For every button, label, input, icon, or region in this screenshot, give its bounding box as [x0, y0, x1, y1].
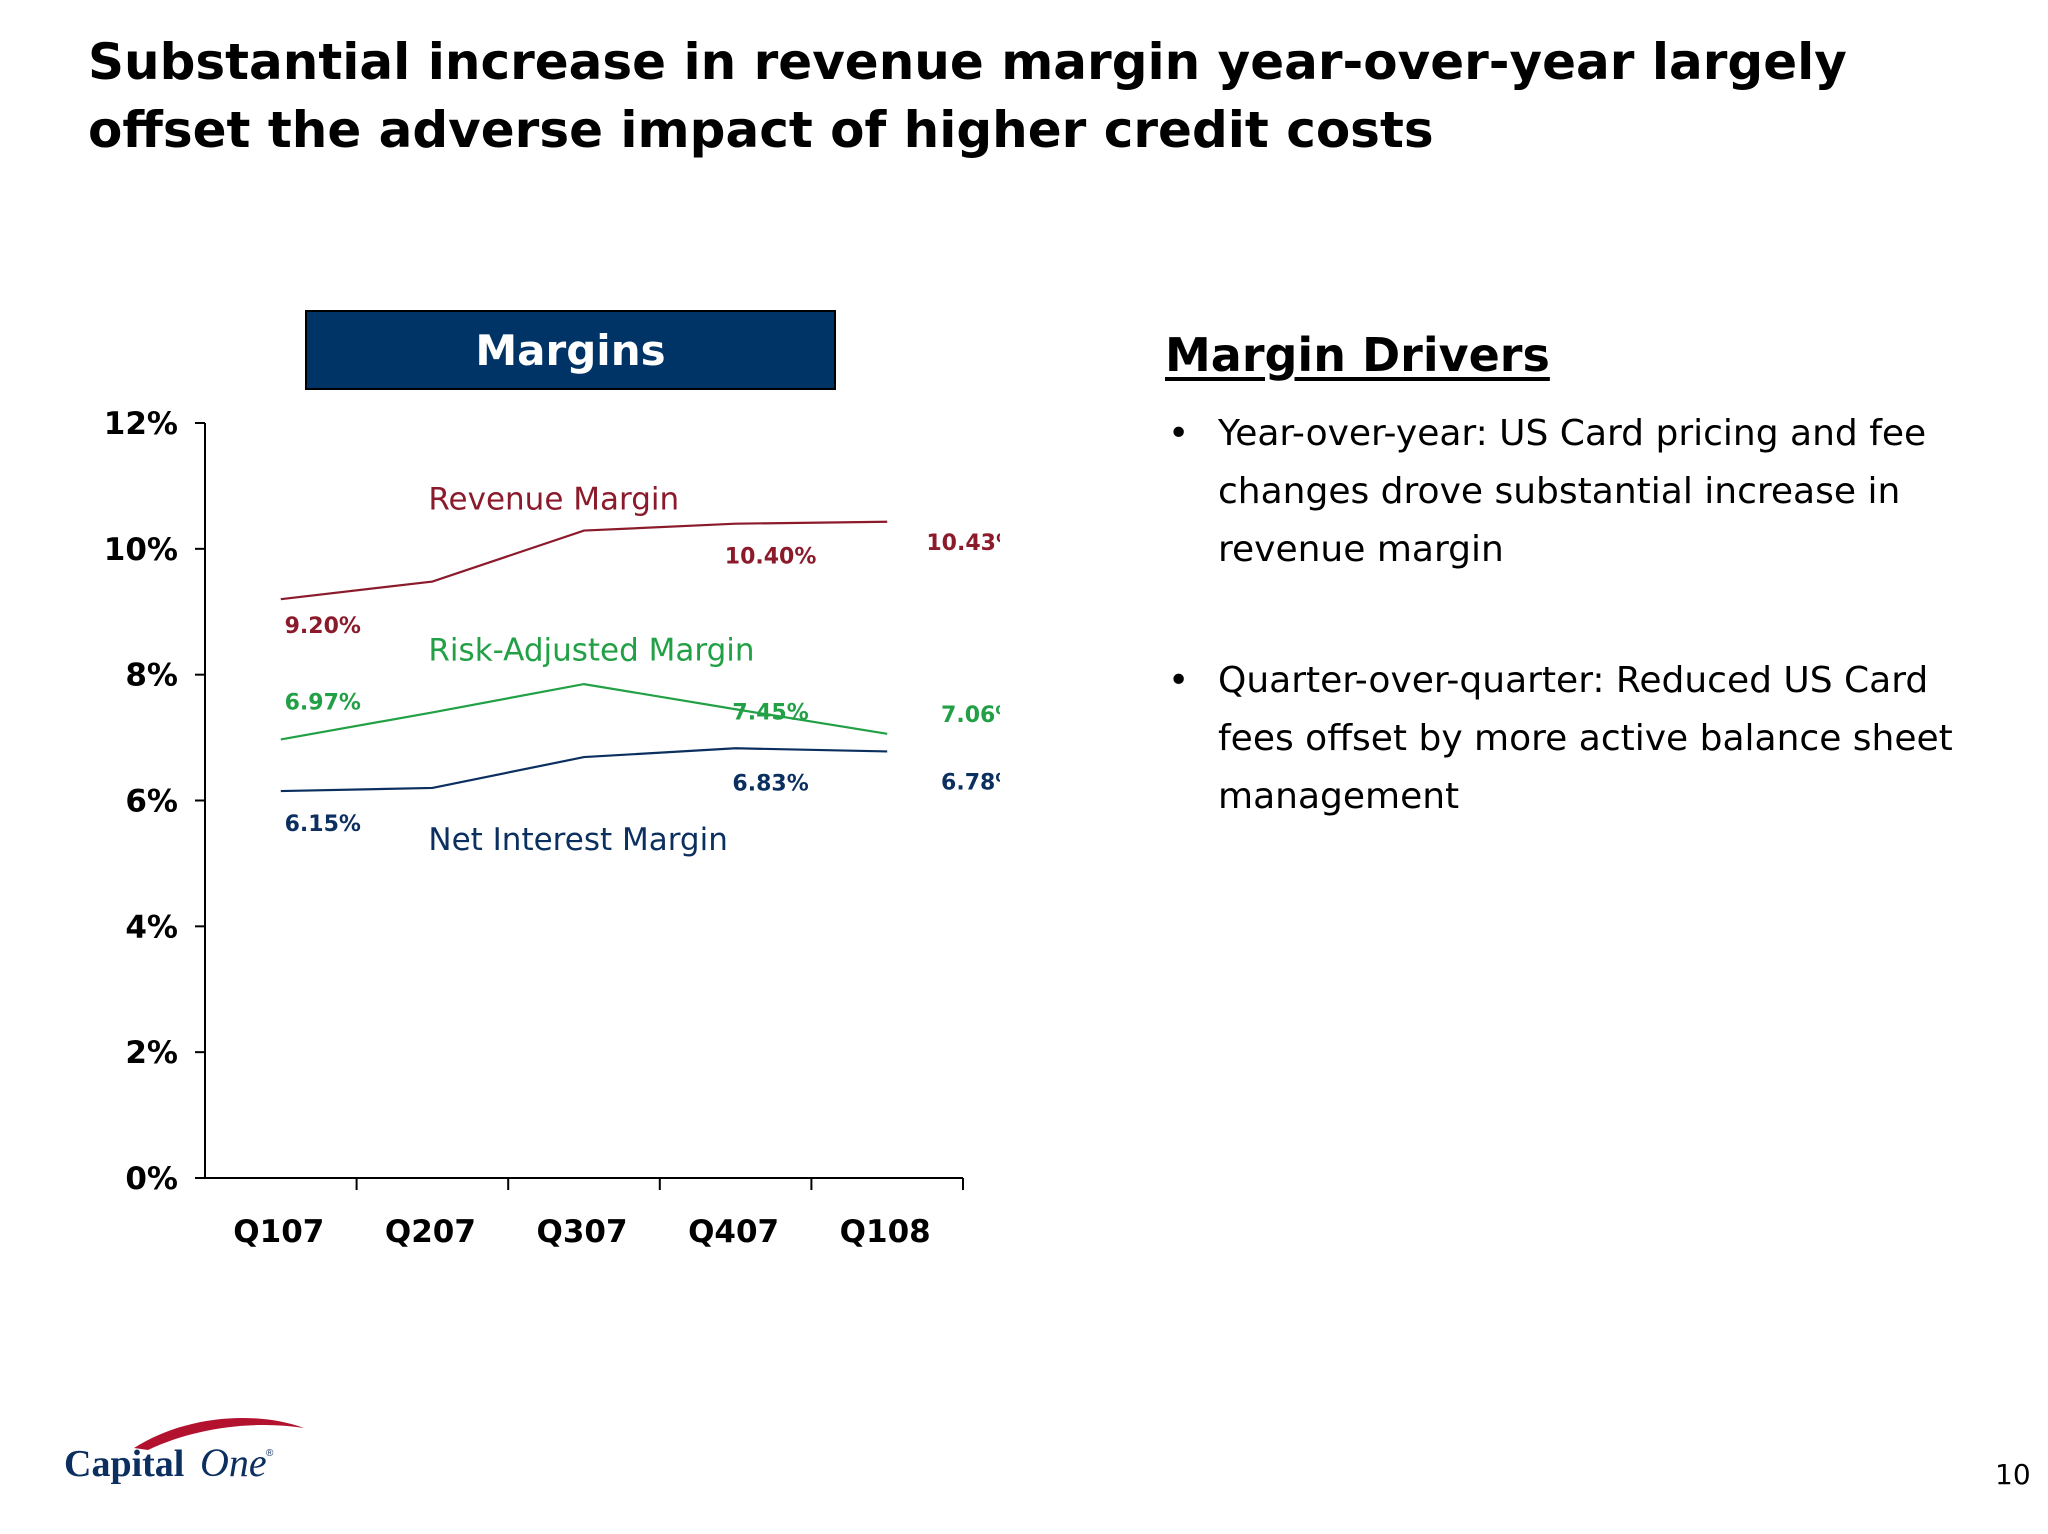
x-tick-label: Q108 — [840, 1214, 931, 1250]
revenue-margin-data-label: 10.43% — [926, 531, 1000, 556]
margin-driver-bullet: • Quarter-over-quarter: Reduced US Card … — [1168, 652, 1968, 826]
page-number: 10 — [1995, 1458, 2031, 1491]
y-tick-label: 10% — [104, 532, 178, 568]
net-interest-margin-data-label: 6.78% — [941, 770, 1000, 795]
bullet-dot-icon: • — [1168, 413, 1190, 454]
chart-header-label: Margins — [475, 325, 666, 375]
chart-header: Margins — [305, 310, 836, 390]
bullet-text: Year-over-year: US Card pricing and fee … — [1218, 413, 1927, 570]
logo-trademark-text: ® — [266, 1448, 274, 1459]
risk-adjusted-margin-data-label: 6.97% — [285, 690, 361, 715]
x-tick-label: Q407 — [688, 1214, 779, 1250]
risk-adjusted-margin-data-label: 7.45% — [732, 700, 808, 725]
y-tick-label: 0% — [125, 1161, 178, 1197]
risk-adjusted-margin-name-label: Risk-Adjusted Margin — [428, 632, 754, 668]
revenue-margin-line — [280, 520, 888, 601]
revenue-margin-data-label: 10.40% — [725, 545, 817, 570]
y-tick-label: 4% — [125, 909, 178, 945]
net-interest-margin-data-label: 6.15% — [285, 812, 361, 837]
margin-drivers-list: • Year-over-year: US Card pricing and fe… — [1168, 405, 1968, 826]
net-interest-margin-name-label: Net Interest Margin — [428, 822, 727, 858]
margin-drivers-heading: Margin Drivers — [1165, 328, 1550, 382]
net-interest-margin-data-label: 6.83% — [732, 771, 808, 796]
logo-swoosh-icon — [134, 1417, 304, 1450]
margin-driver-bullet: • Year-over-year: US Card pricing and fe… — [1168, 405, 1968, 579]
y-tick-label: 8% — [125, 658, 178, 694]
slide-title: Substantial increase in revenue margin y… — [88, 33, 1847, 159]
x-tick-label: Q307 — [536, 1214, 627, 1250]
risk-adjusted-margin-line — [280, 682, 888, 741]
bullet-dot-icon: • — [1168, 660, 1190, 701]
risk-adjusted-margin-data-label: 7.06% — [941, 703, 1000, 728]
logo-capital-text: Capital — [64, 1443, 184, 1485]
y-tick-label: 6% — [125, 784, 178, 820]
y-tick-label: 12% — [104, 406, 178, 442]
bullet-text: Quarter-over-quarter: Reduced US Card fe… — [1218, 660, 1953, 817]
capital-one-logo: Capital One ® — [64, 1417, 304, 1485]
x-tick-label: Q107 — [233, 1214, 324, 1250]
logo-one-text: One — [200, 1440, 267, 1485]
net-interest-margin-line — [280, 747, 888, 793]
y-tick-label: 2% — [125, 1035, 178, 1071]
revenue-margin-data-label: 9.20% — [285, 614, 361, 639]
revenue-margin-name-label: Revenue Margin — [428, 482, 679, 518]
margins-chart: 0% 2% 4% 6% 8% 10% 12% Q107 Q207 Q307 Q407 Q108 Reve… — [104, 406, 1000, 1250]
x-tick-label: Q207 — [385, 1214, 476, 1250]
